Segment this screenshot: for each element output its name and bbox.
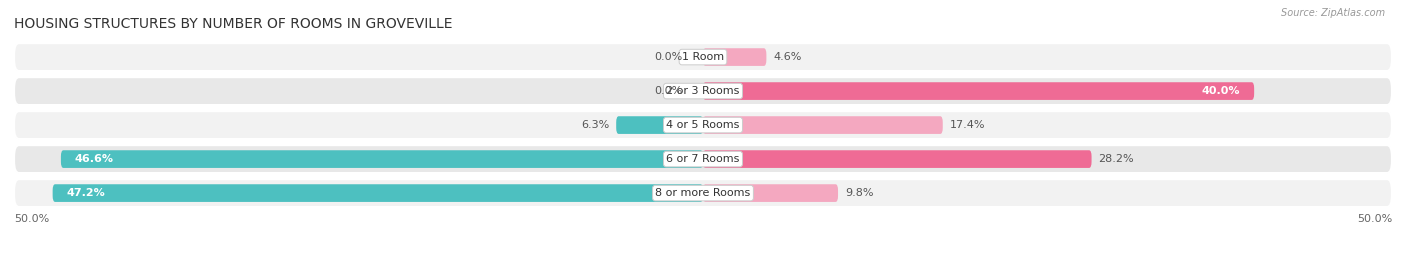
Text: 0.0%: 0.0% [654,52,682,62]
Text: 9.8%: 9.8% [845,188,873,198]
FancyBboxPatch shape [14,43,1392,71]
Text: 17.4%: 17.4% [949,120,986,130]
Text: 0.0%: 0.0% [654,86,682,96]
Text: 8 or more Rooms: 8 or more Rooms [655,188,751,198]
Text: 40.0%: 40.0% [1202,86,1240,96]
Text: 4 or 5 Rooms: 4 or 5 Rooms [666,120,740,130]
FancyBboxPatch shape [14,145,1392,173]
Text: 47.2%: 47.2% [66,188,105,198]
FancyBboxPatch shape [703,82,1254,100]
FancyBboxPatch shape [703,48,766,66]
FancyBboxPatch shape [14,77,1392,105]
FancyBboxPatch shape [703,150,1091,168]
Text: HOUSING STRUCTURES BY NUMBER OF ROOMS IN GROVEVILLE: HOUSING STRUCTURES BY NUMBER OF ROOMS IN… [14,17,453,31]
Text: 2 or 3 Rooms: 2 or 3 Rooms [666,86,740,96]
FancyBboxPatch shape [52,184,703,202]
Text: Source: ZipAtlas.com: Source: ZipAtlas.com [1281,8,1385,18]
FancyBboxPatch shape [616,116,703,134]
Text: 1 Room: 1 Room [682,52,724,62]
FancyBboxPatch shape [14,111,1392,139]
Text: 50.0%: 50.0% [14,214,49,224]
FancyBboxPatch shape [60,150,703,168]
Text: 4.6%: 4.6% [773,52,801,62]
FancyBboxPatch shape [14,179,1392,207]
Text: 6 or 7 Rooms: 6 or 7 Rooms [666,154,740,164]
Text: 50.0%: 50.0% [1357,214,1392,224]
FancyBboxPatch shape [703,116,943,134]
Text: 46.6%: 46.6% [75,154,114,164]
Text: 6.3%: 6.3% [581,120,609,130]
FancyBboxPatch shape [703,184,838,202]
Text: 28.2%: 28.2% [1098,154,1135,164]
